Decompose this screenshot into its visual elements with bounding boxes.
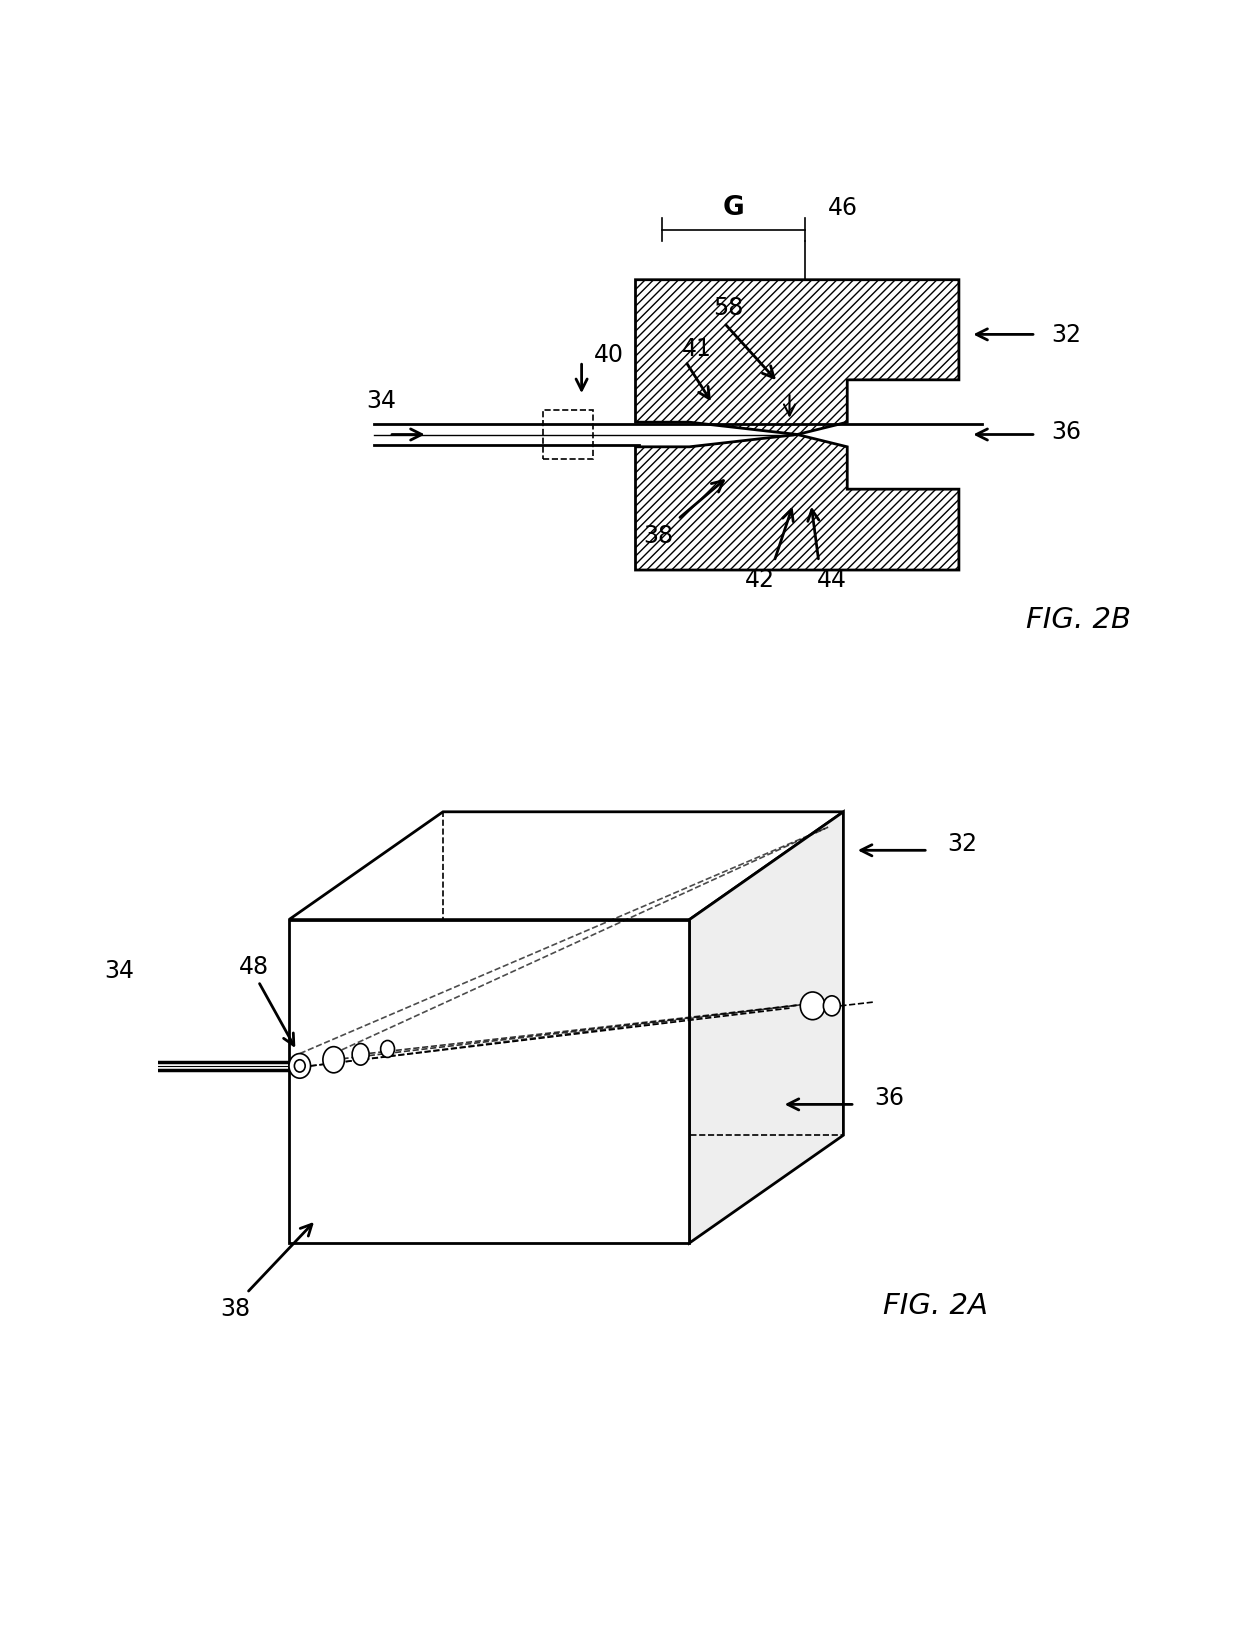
Text: 44: 44 (817, 567, 847, 592)
Polygon shape (289, 919, 689, 1244)
Ellipse shape (800, 992, 825, 1019)
Ellipse shape (823, 997, 841, 1016)
Text: 46: 46 (828, 195, 858, 220)
Ellipse shape (352, 1044, 370, 1065)
Text: 58: 58 (713, 297, 743, 320)
Text: 32: 32 (947, 831, 977, 856)
Text: 41: 41 (682, 338, 712, 361)
Text: 36: 36 (1052, 420, 1081, 444)
Text: FIG. 2B: FIG. 2B (1025, 606, 1131, 634)
Text: 34: 34 (366, 388, 397, 413)
Polygon shape (289, 813, 843, 919)
Text: 42: 42 (745, 567, 775, 592)
Bar (543, 411, 593, 461)
Ellipse shape (322, 1047, 345, 1074)
Text: 38: 38 (219, 1296, 250, 1321)
Polygon shape (635, 280, 959, 436)
Text: G: G (723, 195, 744, 220)
Polygon shape (635, 436, 959, 570)
Text: 34: 34 (104, 959, 135, 982)
Ellipse shape (381, 1041, 394, 1057)
Ellipse shape (289, 1054, 310, 1078)
Text: FIG. 2A: FIG. 2A (883, 1292, 988, 1319)
Text: 48: 48 (239, 954, 269, 978)
Ellipse shape (294, 1060, 305, 1072)
Text: 36: 36 (874, 1085, 904, 1110)
Polygon shape (689, 813, 843, 1244)
Text: 38: 38 (644, 523, 673, 547)
Text: 40: 40 (594, 343, 624, 367)
Text: 32: 32 (1052, 323, 1081, 347)
